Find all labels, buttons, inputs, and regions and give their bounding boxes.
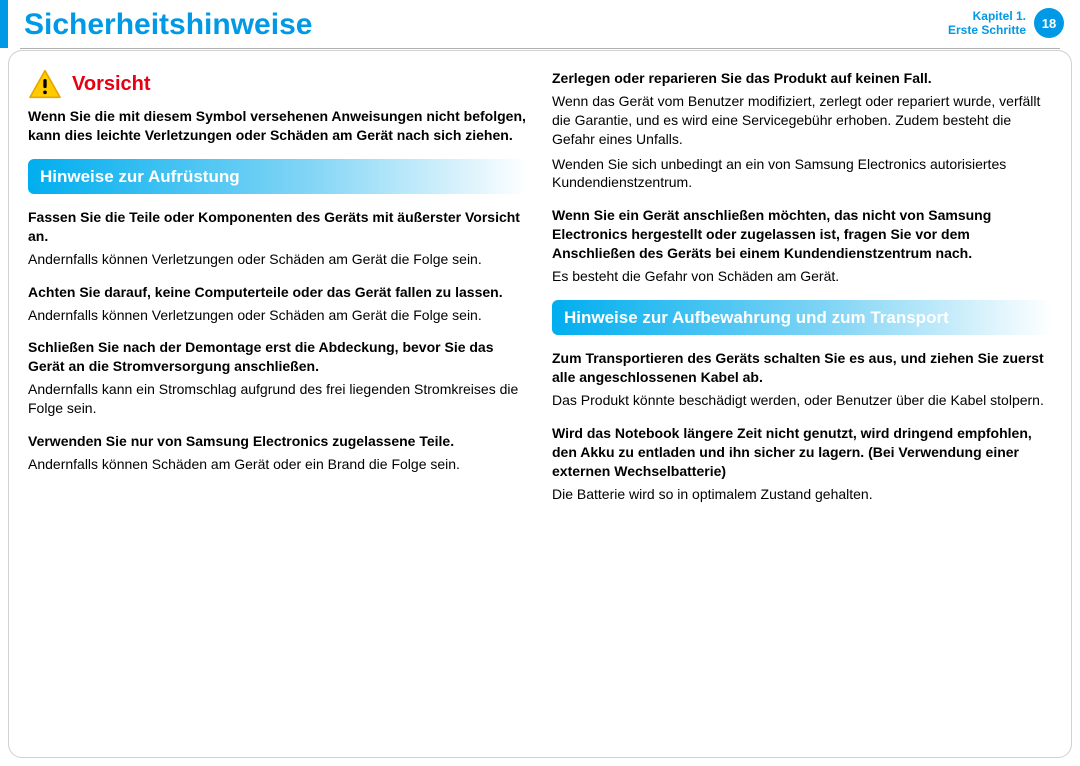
page-title: Sicherheitshinweise [24,8,948,42]
body-text: Andernfalls können Verletzungen oder Sch… [28,250,528,269]
body-text: Das Produkt könnte beschädigt werden, od… [552,391,1052,410]
bold-text: Zum Transportieren des Geräts schalten S… [552,349,1052,387]
caution-row: Vorsicht [28,69,528,99]
block: Wenn Sie ein Gerät anschließen möchten, … [552,206,1052,286]
bold-text: Wenn Sie ein Gerät anschließen möchten, … [552,206,1052,263]
warning-icon [28,69,62,99]
section-header-storage: Hinweise zur Aufbewahrung und zum Transp… [552,300,1052,335]
block: Zerlegen oder reparieren Sie das Produkt… [552,69,1052,192]
block: Wird das Notebook längere Zeit nicht gen… [552,424,1052,504]
body-text: Wenn das Gerät vom Benutzer modifiziert,… [552,92,1052,149]
right-column: Zerlegen oder reparieren Sie das Produkt… [552,69,1052,517]
block: Achten Sie darauf, keine Computerteile o… [28,283,528,325]
chapter-line1: Kapitel 1. [948,9,1026,23]
chapter-text: Kapitel 1. Erste Schritte [948,9,1026,38]
page-number: 18 [1034,8,1064,38]
block: Schließen Sie nach der Demontage erst di… [28,338,528,418]
body-text: Wenden Sie sich unbedingt an ein von Sam… [552,155,1052,193]
body-text: Andernfalls können Schäden am Gerät oder… [28,455,528,474]
bold-text: Schließen Sie nach der Demontage erst di… [28,338,528,376]
left-column: Vorsicht Wenn Sie die mit diesem Symbol … [28,69,528,517]
page-header: Sicherheitshinweise Kapitel 1. Erste Sch… [0,0,1080,48]
section-header-upgrade: Hinweise zur Aufrüstung [28,159,528,194]
body-text: Die Batterie wird so in optimalem Zustan… [552,485,1052,504]
bold-text: Achten Sie darauf, keine Computerteile o… [28,283,528,302]
bold-text: Zerlegen oder reparieren Sie das Produkt… [552,69,1052,88]
caution-label: Vorsicht [72,73,151,96]
body-text: Andernfalls können Verletzungen oder Sch… [28,306,528,325]
chapter-line2: Erste Schritte [948,23,1026,37]
bold-text: Fassen Sie die Teile oder Komponenten de… [28,208,528,246]
block: Zum Transportieren des Geräts schalten S… [552,349,1052,410]
bold-text: Verwenden Sie nur von Samsung Electronic… [28,432,528,451]
block: Fassen Sie die Teile oder Komponenten de… [28,208,528,269]
block: Verwenden Sie nur von Samsung Electronic… [28,432,528,474]
bold-text: Wird das Notebook längere Zeit nicht gen… [552,424,1052,481]
chapter-box: Kapitel 1. Erste Schritte 18 [948,8,1080,38]
caution-intro: Wenn Sie die mit diesem Symbol versehene… [28,107,528,145]
body-text: Es besteht die Gefahr von Schäden am Ger… [552,267,1052,286]
accent-bar [0,0,8,48]
content-area: Vorsicht Wenn Sie die mit diesem Symbol … [0,49,1080,537]
body-text: Andernfalls kann ein Stromschlag aufgrun… [28,380,528,418]
